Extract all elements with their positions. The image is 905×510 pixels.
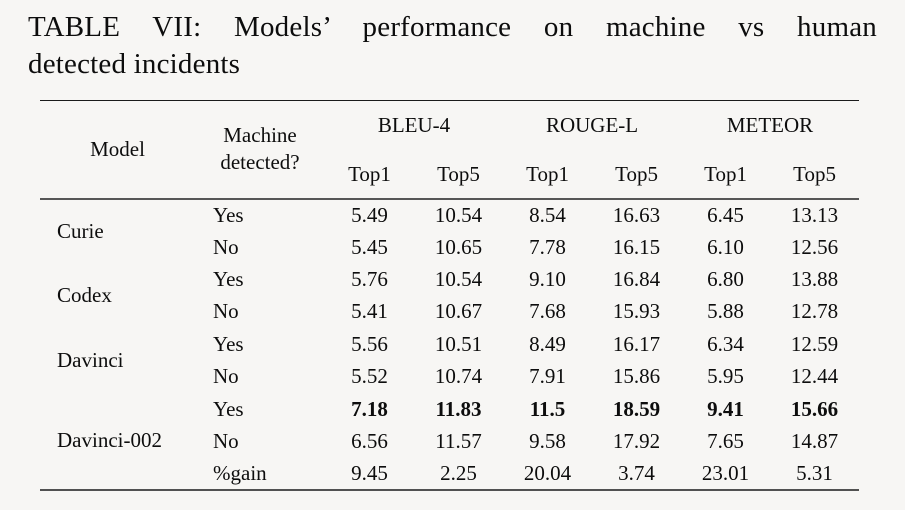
metric-value: 6.10	[707, 234, 744, 259]
metric-value: 9.41	[707, 396, 744, 421]
metric-value: 23.01	[701, 460, 750, 485]
metric-value: 11.5	[529, 396, 566, 421]
column-group-meteor: METEOR	[726, 113, 814, 138]
metric-value: 10.67	[434, 299, 483, 324]
metric-value: 15.66	[790, 396, 839, 421]
header-sub-row: Top1 Top5 Top1 Top5 Top1 Top5	[40, 151, 859, 199]
column-group-bleu4: BLEU-4	[377, 113, 451, 138]
detected-cell: Yes	[213, 331, 244, 356]
metric-value: 9.10	[529, 266, 566, 291]
column-group-rougel: ROUGE-L	[545, 113, 639, 138]
detected-cell: No	[213, 299, 239, 324]
subcol-rougel-top5: Top5	[615, 161, 658, 186]
subcol-bleu4-top1: Top1	[348, 161, 391, 186]
metric-value: 8.49	[529, 331, 566, 356]
metric-value: 16.15	[612, 234, 661, 259]
detected-cell: Yes	[213, 202, 244, 227]
metric-value: 18.59	[612, 396, 661, 421]
column-header-machine-detected: Machine detected?	[195, 101, 325, 199]
table-row: Davinci Yes 5.56 10.51 8.49 16.17 6.34 1…	[40, 328, 859, 370]
machine-header-line-2: detected?	[220, 150, 300, 175]
caption-line-1: TABLE VII: Models’ performance on machin…	[28, 11, 877, 43]
metric-value: 8.54	[529, 202, 566, 227]
metric-value: 6.56	[351, 428, 388, 453]
metric-value: 5.41	[351, 299, 388, 324]
metric-value: 6.34	[707, 331, 744, 356]
metric-value: 15.93	[612, 299, 661, 324]
metric-value: 6.45	[707, 202, 744, 227]
subcol-meteor-top5: Top5	[793, 161, 836, 186]
gain-label-cell: %gain	[213, 460, 267, 485]
metric-value: 11.57	[435, 428, 482, 453]
metric-value: 16.63	[612, 202, 661, 227]
table-body: Curie Yes 5.49 10.54 8.54 16.63 6.45 13.…	[40, 199, 859, 491]
table-row: Codex Yes 5.76 10.54 9.10 16.84 6.80 13.…	[40, 263, 859, 305]
model-label-davinci: Davinci	[57, 347, 124, 372]
metric-value: 9.45	[351, 460, 388, 485]
model-label-davinci-002: Davinci-002	[57, 428, 162, 453]
table-row: No 5.52 10.74 7.91 15.86 5.95 12.44	[40, 360, 859, 392]
table-row-gain: %gain 9.45 2.25 20.04 3.74 23.01 5.31	[40, 458, 859, 490]
metric-value: 9.58	[529, 428, 566, 453]
metric-value: 12.78	[790, 299, 839, 324]
table-caption: TABLE VII: Models’ performance on machin…	[28, 9, 877, 83]
detected-cell: Yes	[213, 266, 244, 291]
metric-value: 7.68	[529, 299, 566, 324]
table-row: No 5.41 10.67 7.68 15.93 5.88 12.78	[40, 296, 859, 328]
detected-cell: No	[213, 234, 239, 259]
column-header-model: Model	[90, 136, 145, 161]
metric-value: 5.45	[351, 234, 388, 259]
table-row: No 6.56 11.57 9.58 17.92 7.65 14.87	[40, 425, 859, 457]
subcol-rougel-top1: Top1	[526, 161, 569, 186]
metric-value: 12.59	[790, 331, 839, 356]
metric-value: 11.83	[435, 396, 482, 421]
metric-value: 16.84	[612, 266, 661, 291]
subcol-bleu4-top5: Top5	[437, 161, 480, 186]
table-row: No 5.45 10.65 7.78 16.15 6.10 12.56	[40, 231, 859, 263]
metric-value: 3.74	[618, 460, 655, 485]
model-label-curie: Curie	[57, 218, 104, 243]
table-row: Curie Yes 5.49 10.54 8.54 16.63 6.45 13.…	[40, 199, 859, 241]
metric-value: 14.87	[790, 428, 839, 453]
metric-value: 5.31	[796, 460, 833, 485]
metric-value: 5.52	[351, 364, 388, 389]
metric-value: 6.80	[707, 266, 744, 291]
metric-value: 17.92	[612, 428, 661, 453]
table-row-best: Davinci-002 Yes 7.18 11.83 11.5 18.59 9.…	[40, 393, 859, 451]
machine-header-line-1: Machine	[223, 123, 297, 148]
caption-line-2: detected incidents	[28, 48, 241, 80]
metric-value: 5.56	[351, 331, 388, 356]
metric-value: 10.54	[434, 202, 483, 227]
metric-value: 7.91	[529, 364, 566, 389]
metric-value: 7.78	[529, 234, 566, 259]
metric-value: 13.13	[790, 202, 839, 227]
metric-value: 20.04	[523, 460, 572, 485]
metric-value: 10.74	[434, 364, 483, 389]
metric-value: 5.88	[707, 299, 744, 324]
metric-value: 16.17	[612, 331, 661, 356]
metric-value: 10.54	[434, 266, 483, 291]
model-label-codex: Codex	[57, 283, 112, 308]
subcol-meteor-top1: Top1	[704, 161, 747, 186]
detected-cell: No	[213, 428, 239, 453]
metric-value: 13.88	[790, 266, 839, 291]
metric-value: 5.95	[707, 364, 744, 389]
metric-value: 12.56	[790, 234, 839, 259]
header-group-row: Model Machine detected? BLEU-4 ROUGE-L M…	[40, 101, 859, 174]
metric-value: 10.51	[434, 331, 483, 356]
metric-value: 5.49	[351, 202, 388, 227]
metric-value: 15.86	[612, 364, 661, 389]
metric-value: 5.76	[351, 266, 388, 291]
detected-cell: Yes	[213, 396, 244, 421]
metric-value: 12.44	[790, 364, 839, 389]
metric-value: 10.65	[434, 234, 483, 259]
detected-cell: No	[213, 364, 239, 389]
metric-value: 7.65	[707, 428, 744, 453]
metric-value: 7.18	[351, 396, 388, 421]
metric-value: 2.25	[440, 460, 477, 485]
results-table: Model Machine detected? BLEU-4 ROUGE-L M…	[40, 100, 860, 492]
table-header: Model Machine detected? BLEU-4 ROUGE-L M…	[40, 101, 860, 199]
